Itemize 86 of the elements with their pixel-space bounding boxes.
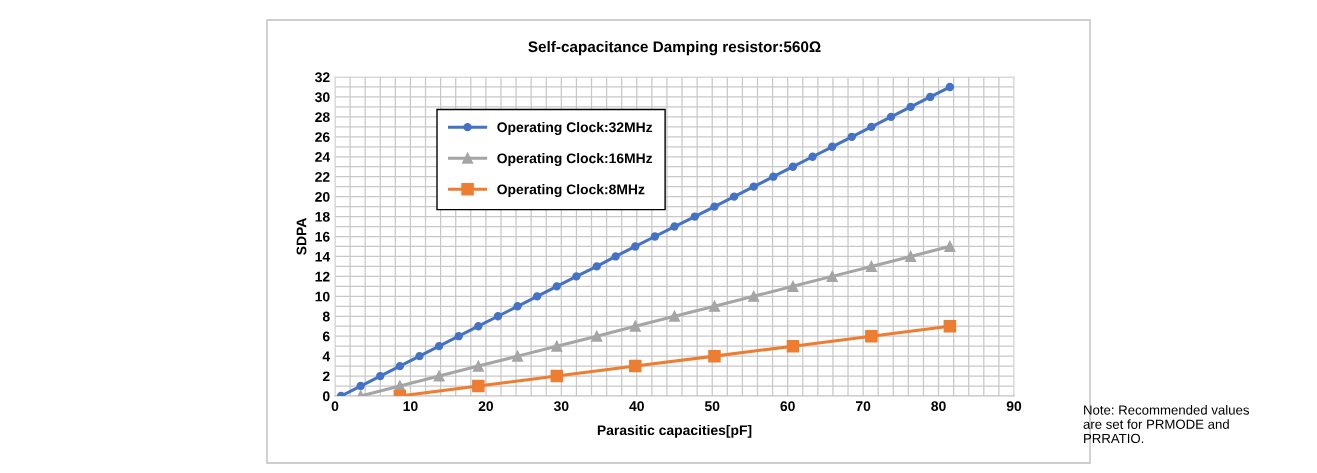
- point: [629, 359, 642, 373]
- point: [708, 300, 721, 312]
- point: [867, 122, 876, 132]
- point: [472, 360, 484, 372]
- legend-label: Operating Clock:8MHz: [497, 184, 645, 198]
- point: [690, 212, 700, 221]
- point: [591, 330, 603, 342]
- y-tick-label: 32: [315, 72, 330, 83]
- x-tick-label: 60: [780, 401, 795, 412]
- chart-title: Self-capacitance Damping resistor:560Ω: [528, 40, 821, 56]
- point: [533, 292, 542, 301]
- point: [944, 240, 956, 253]
- point: [847, 132, 856, 141]
- x-tick-label: 70: [855, 401, 871, 412]
- point: [926, 92, 935, 102]
- point: [906, 102, 915, 112]
- point: [434, 341, 444, 351]
- point: [769, 172, 778, 181]
- point: [748, 290, 760, 302]
- x-tick-label: 20: [478, 401, 494, 412]
- y-tick-label: 6: [322, 331, 330, 342]
- y-tick-label: 16: [315, 231, 330, 242]
- x-tick-label: 0: [331, 401, 339, 412]
- y-tick-label: 14: [315, 251, 331, 262]
- y-tick-label: 4: [322, 351, 331, 362]
- x-tick-label: 80: [931, 401, 946, 412]
- y-tick-label: 0: [322, 391, 330, 402]
- point: [749, 182, 758, 191]
- point: [415, 351, 424, 361]
- x-tick-label: 90: [1006, 401, 1022, 412]
- x-axis-title: Parasitic capacities[pF]: [597, 424, 752, 438]
- point: [668, 310, 681, 322]
- y-tick-label: 2: [322, 371, 330, 382]
- y-tick-label: 8: [322, 311, 330, 322]
- point: [454, 332, 463, 341]
- point: [592, 262, 601, 271]
- y-tick-label: 20: [315, 191, 330, 202]
- y-tick-label: 28: [315, 112, 330, 123]
- point: [808, 152, 817, 161]
- point: [670, 222, 679, 231]
- point: [474, 322, 483, 331]
- y-tick-label: 12: [315, 271, 330, 282]
- point: [513, 302, 522, 311]
- point: [493, 312, 503, 321]
- y-tick-label: 24: [315, 152, 331, 162]
- y-tick-label: 22: [315, 172, 330, 182]
- point: [865, 329, 878, 343]
- text: Note: Recommended values are set for PRMODE and PRRATIO.: [1083, 405, 1250, 444]
- point: [943, 319, 957, 333]
- point: [865, 260, 877, 272]
- point: [433, 370, 445, 382]
- point: [729, 192, 739, 201]
- point: [629, 320, 641, 332]
- point: [356, 381, 365, 391]
- legend-label: Operating Clock:32MHz: [497, 121, 653, 135]
- point: [395, 361, 405, 371]
- y-tick-label: 18: [315, 211, 330, 222]
- point: [512, 350, 524, 362]
- point: [551, 340, 563, 352]
- point: [828, 142, 837, 151]
- legend-label: Operating Clock:16MHz: [497, 153, 653, 167]
- point: [886, 112, 896, 122]
- point: [710, 202, 719, 211]
- point: [552, 282, 561, 291]
- x-tick-label: 50: [704, 401, 720, 412]
- point: [788, 162, 798, 171]
- point: [631, 242, 640, 251]
- point: [611, 252, 620, 261]
- point: [786, 339, 800, 353]
- point: [650, 232, 660, 241]
- point: [905, 250, 917, 262]
- point: [826, 270, 838, 282]
- y-tick-label: 26: [315, 132, 330, 142]
- y-tick-label: 10: [315, 291, 330, 302]
- x-tick-label: 10: [403, 401, 418, 412]
- x-tick-label: 30: [553, 401, 569, 412]
- point: [550, 369, 564, 383]
- point: [572, 272, 581, 281]
- point: [945, 82, 955, 92]
- point: [787, 280, 799, 292]
- point: [472, 379, 485, 393]
- y-tick-label: 30: [315, 92, 330, 103]
- point: [376, 371, 385, 381]
- y-axis-title: SDPA: [296, 218, 307, 255]
- x-tick-label: 40: [629, 401, 644, 412]
- point: [708, 349, 721, 363]
